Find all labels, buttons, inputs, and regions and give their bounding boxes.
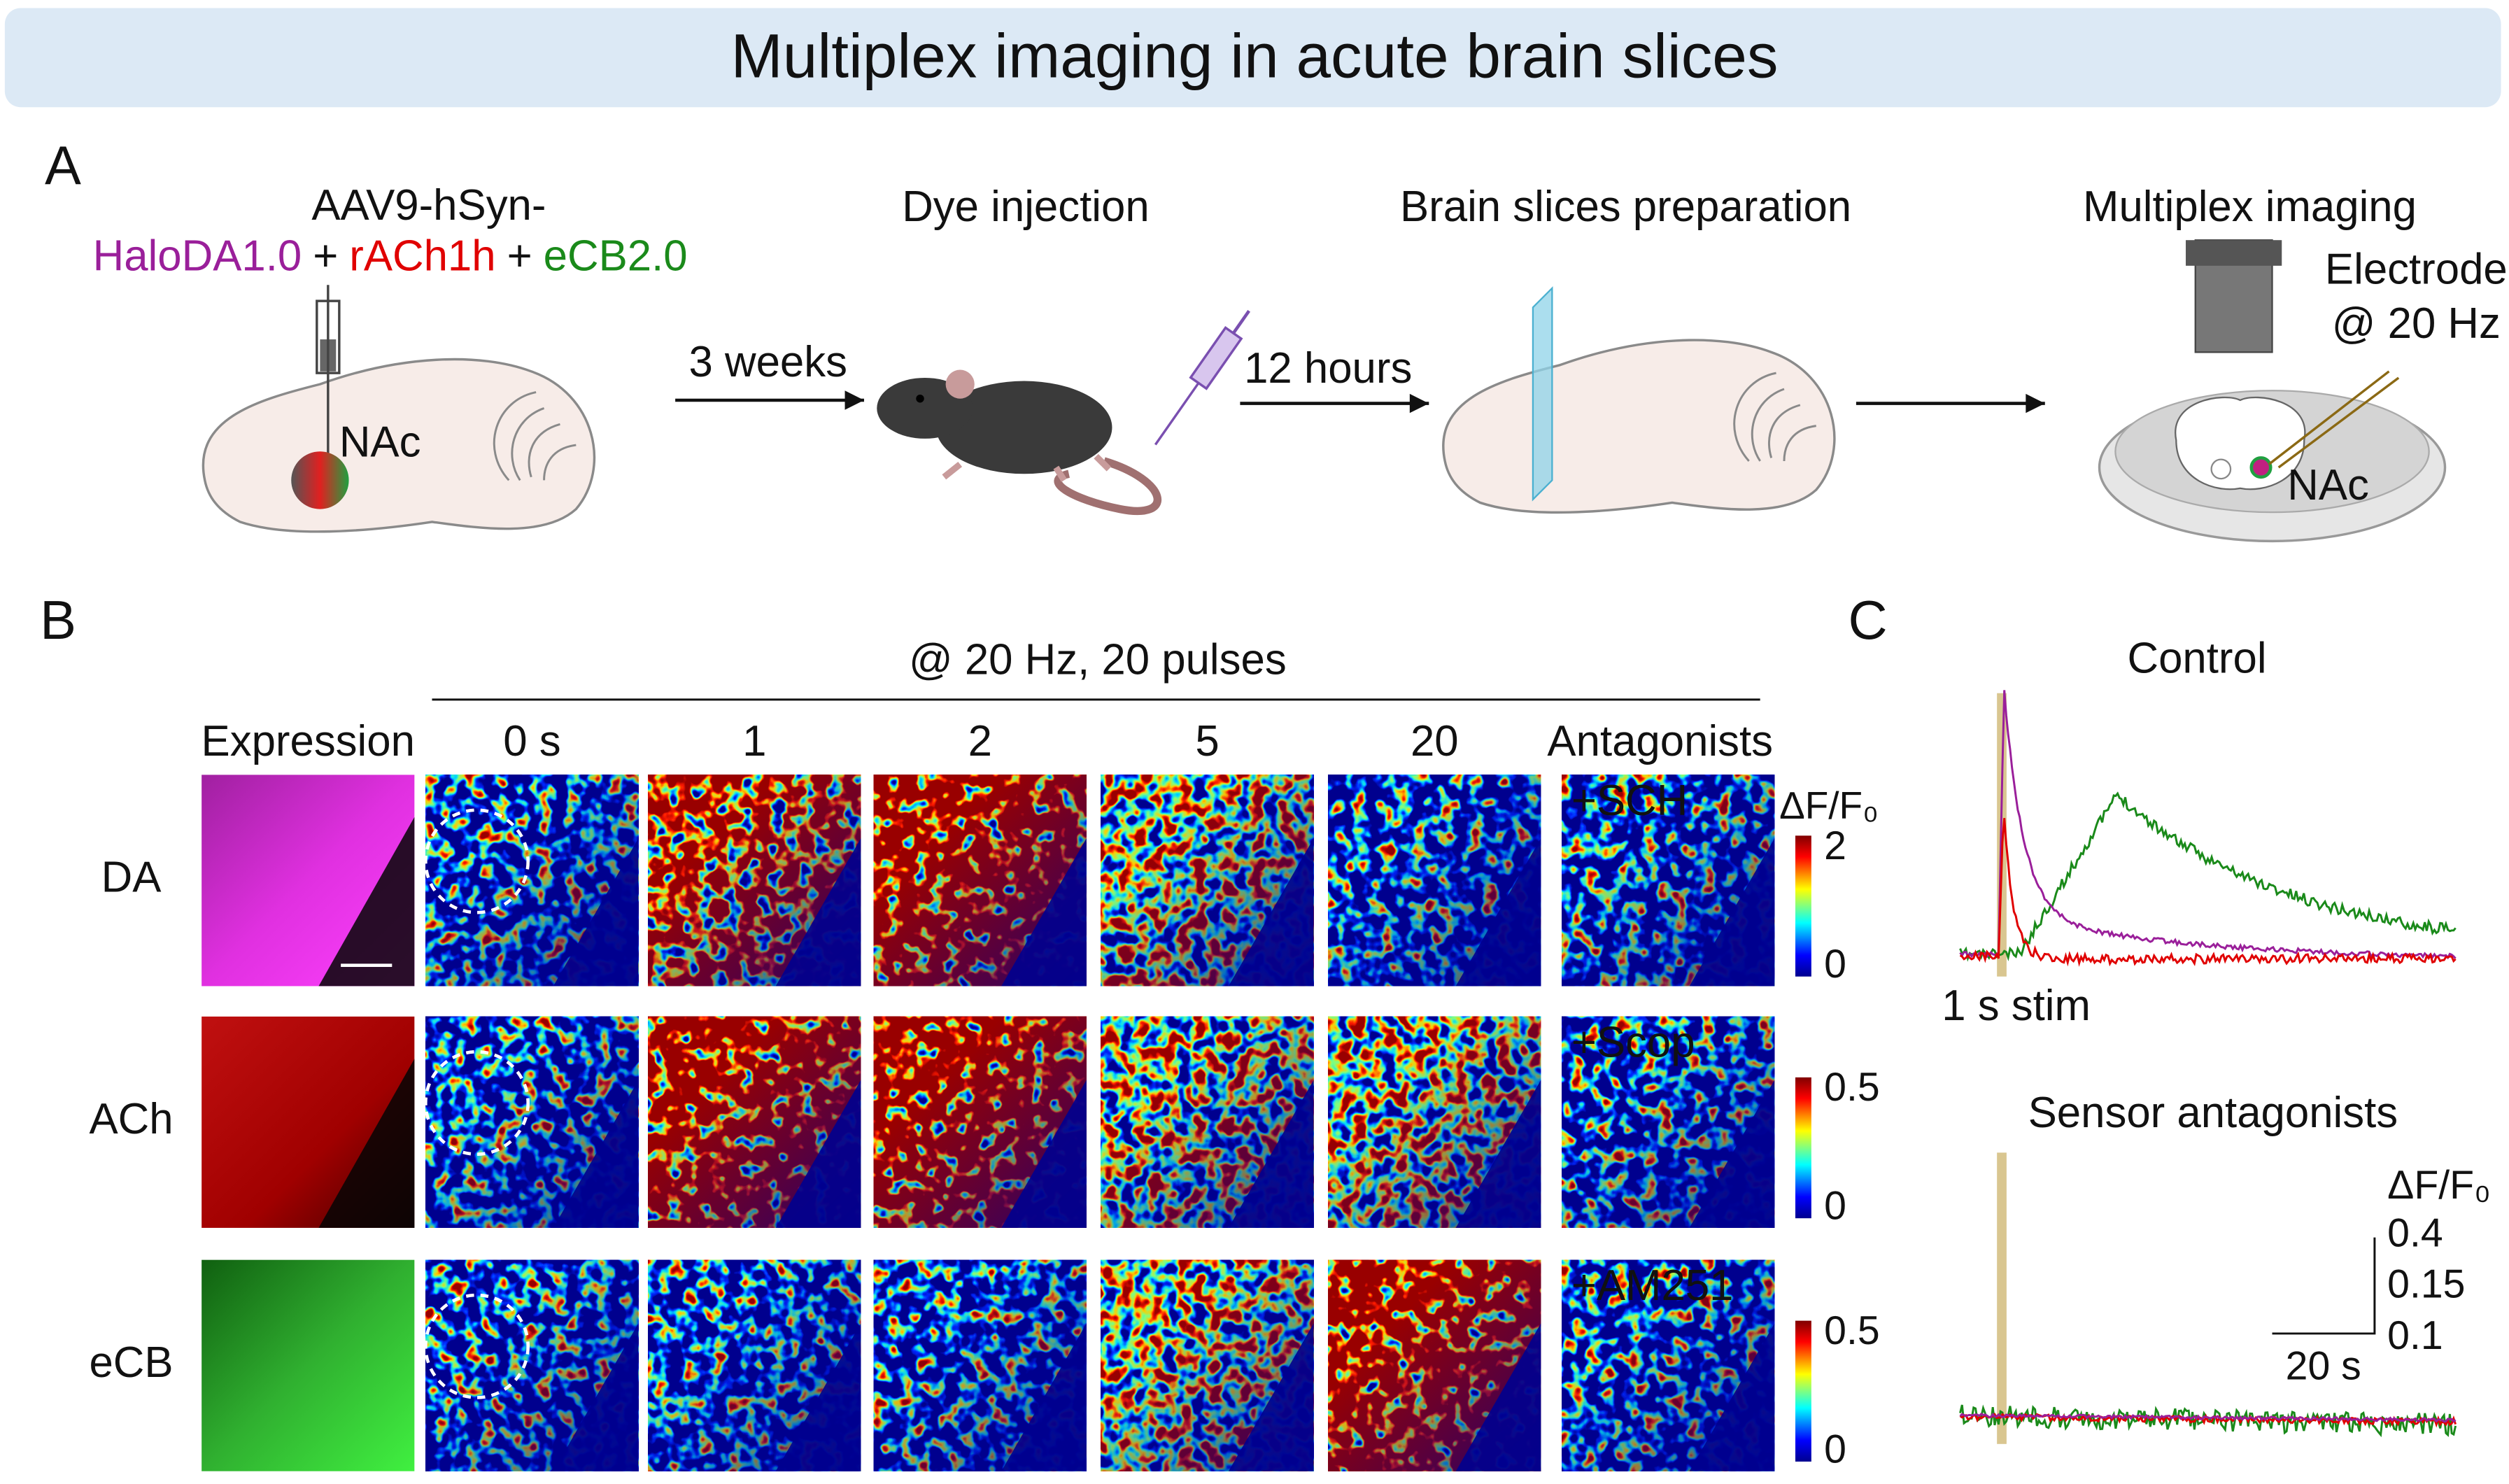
mouse-body xyxy=(935,381,1112,474)
roi xyxy=(424,1293,530,1399)
heatmap-edge xyxy=(553,1080,639,1228)
heatmap-edge xyxy=(1228,1323,1314,1471)
electrode-freq: @ 20 Hz xyxy=(2332,299,2501,348)
column-header: 5 xyxy=(1195,717,1219,765)
slice-ventricle xyxy=(2210,458,2232,480)
electrode: Electrode xyxy=(2325,245,2508,293)
step-title: Multiplex imaging xyxy=(2083,183,2417,231)
column-header: 20 xyxy=(1411,717,1459,765)
syringe-body xyxy=(1189,325,1243,390)
mouse-eye xyxy=(916,394,924,403)
brain-outline xyxy=(1442,339,1836,514)
step-title: Dye injection xyxy=(902,183,1149,231)
scale-value: 0.4 xyxy=(2387,1210,2443,1255)
heatmap-edge xyxy=(1001,1080,1087,1228)
scale-bars xyxy=(2272,1237,2376,1335)
column-header: 2 xyxy=(968,717,992,765)
scale-value: 0.1 xyxy=(2387,1313,2443,1358)
mouse-tail xyxy=(1054,457,1162,516)
mouse-ear xyxy=(945,369,975,399)
column-header: Antagonists xyxy=(1547,717,1773,765)
dye-syringe xyxy=(1154,310,1251,446)
panel-label: C xyxy=(1848,591,1887,651)
antagonist: +SCH xyxy=(1571,777,1688,825)
step-title: Brain slices preparation xyxy=(1400,183,1851,231)
trace-ach xyxy=(1959,818,2457,967)
antagonist: +AM251 xyxy=(1571,1262,1734,1310)
column-header: Expression xyxy=(202,717,415,765)
interval: 12 hours xyxy=(1244,344,1412,393)
region: NAc xyxy=(339,418,421,466)
virus: AAV9-hSyn- xyxy=(311,181,546,229)
electrode-wire xyxy=(2268,370,2400,469)
sensor: rACh1h xyxy=(349,232,495,281)
arrow-head xyxy=(844,390,864,410)
sensor: eCB2.0 xyxy=(544,232,688,281)
row-label: eCB xyxy=(89,1338,173,1387)
stim-label: 1 s stim xyxy=(1942,982,2091,1030)
title: Multiplex imaging in acute brain slices xyxy=(730,20,1778,90)
heatmap-edge xyxy=(775,1080,861,1228)
scale-value: 0.15 xyxy=(2387,1262,2465,1307)
colorbar-max: 0.5 xyxy=(1824,1308,1879,1353)
colorbar-max: 2 xyxy=(1824,824,1846,868)
trace-ecb xyxy=(1959,791,2457,962)
colorbar-min: 0 xyxy=(1824,942,1846,987)
column-header: 0 s xyxy=(503,717,560,765)
sensor: HaloDA1.0 xyxy=(93,232,302,281)
mouse-legs xyxy=(942,453,1112,482)
colorbar xyxy=(1795,835,1811,977)
heatmap-edge xyxy=(1228,1080,1314,1228)
panel-label: B xyxy=(40,591,76,651)
title-bar xyxy=(4,8,2501,108)
coronal-slice xyxy=(2175,396,2306,490)
cerebellum xyxy=(493,391,577,481)
colorbar-min: 0 xyxy=(1824,1427,1846,1471)
arrow-head xyxy=(1409,393,1429,414)
panel-label: A xyxy=(45,136,81,196)
colorbar-label: ΔF/F₀ xyxy=(1779,784,1879,827)
heatmap-edge xyxy=(553,1323,639,1471)
scale-label: ΔF/F₀ xyxy=(2387,1163,2491,1208)
syringe-plunger xyxy=(1231,310,1251,334)
column-header: 1 xyxy=(742,717,766,765)
trace-da-antag xyxy=(1959,1412,2457,1423)
region: NAc xyxy=(2287,461,2369,509)
expression-image xyxy=(202,1259,415,1471)
heatmap-edge xyxy=(1228,838,1314,987)
colorbar xyxy=(1795,1077,1811,1219)
scale-time: 20 s xyxy=(2286,1343,2361,1388)
row-label: DA xyxy=(101,854,162,902)
brain xyxy=(1442,339,1836,514)
slice-dot xyxy=(2249,456,2273,479)
interval: 3 weeks xyxy=(689,338,847,386)
heatmap-edge xyxy=(775,1323,861,1471)
heatmap-edge xyxy=(1001,1323,1087,1471)
stim-bar xyxy=(1997,1152,2007,1444)
slice-plane xyxy=(1532,286,1553,502)
roi xyxy=(424,1050,530,1156)
condition: Sensor antagonists xyxy=(2028,1089,2398,1137)
stimulus: @ 20 Hz, 20 pulses xyxy=(909,636,1287,684)
sensor-line: HaloDA1.0 + rACh1h + eCB2.0 xyxy=(93,232,688,281)
arrow-head xyxy=(2026,393,2045,414)
nac-dot xyxy=(291,451,349,509)
objective-top xyxy=(2186,240,2282,266)
colorbar-min: 0 xyxy=(1824,1184,1846,1229)
colorbar-max: 0.5 xyxy=(1824,1065,1879,1110)
syringe-needle xyxy=(1154,382,1200,446)
condition: Control xyxy=(2128,634,2267,682)
sensor: + xyxy=(313,232,338,281)
roi xyxy=(424,808,530,914)
cerebellum xyxy=(1733,372,1816,462)
antagonist: +Scop xyxy=(1571,1018,1695,1066)
colorbar xyxy=(1795,1320,1811,1462)
sensor: + xyxy=(507,232,532,281)
row-label: ACh xyxy=(89,1095,173,1143)
